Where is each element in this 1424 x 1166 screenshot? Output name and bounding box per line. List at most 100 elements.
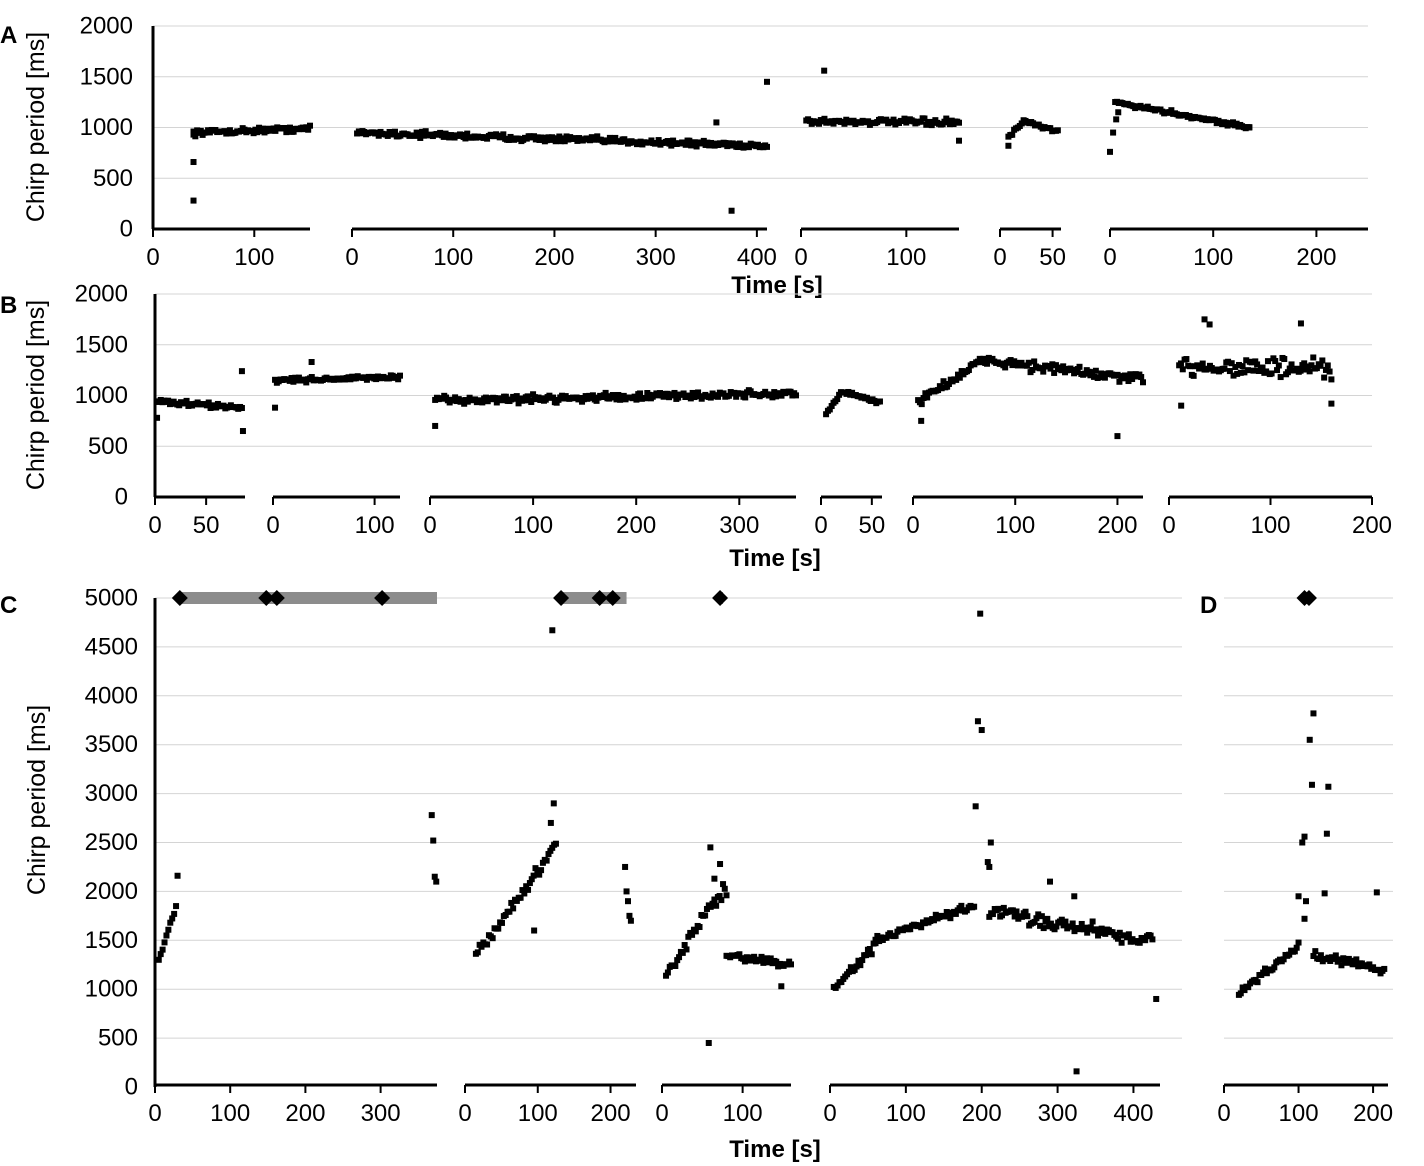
data-point [1116, 378, 1123, 385]
data-point [1241, 369, 1248, 376]
data-point [1024, 913, 1031, 920]
data-point [540, 134, 547, 141]
y-tick-label: 1500 [85, 927, 138, 954]
data-point [547, 819, 554, 826]
x-tick-label: 200 [962, 1100, 1002, 1127]
y-tick-label: 1000 [85, 976, 138, 1003]
panel-label-b: B [0, 292, 17, 319]
data-point [452, 394, 459, 401]
data-point [733, 393, 740, 400]
data-point [876, 938, 883, 945]
data-point [1127, 371, 1134, 378]
data-point [550, 800, 557, 807]
data-point [538, 867, 545, 874]
data-point [593, 397, 600, 404]
data-point [272, 404, 279, 411]
data-point [1286, 365, 1293, 372]
data-point [948, 117, 955, 124]
x-tick-label: 200 [1296, 244, 1336, 271]
data-point [1183, 356, 1190, 363]
data-point [1313, 365, 1320, 372]
data-point [1327, 957, 1334, 964]
data-point [735, 144, 742, 151]
x-tick-label: 100 [995, 512, 1035, 539]
data-point [1087, 372, 1094, 379]
data-point [986, 863, 993, 870]
data-point [587, 137, 594, 144]
data-point [823, 411, 830, 418]
data-point [515, 400, 522, 407]
data-point [1129, 376, 1136, 383]
y-tick-label: 3000 [85, 780, 138, 807]
data-point [238, 368, 245, 375]
data-point [530, 872, 537, 879]
data-point [623, 888, 630, 895]
x-tick-label: 0 [148, 1100, 161, 1127]
data-point [197, 127, 204, 134]
data-point [498, 919, 505, 926]
data-point [1286, 951, 1293, 958]
x-tick-label: 200 [1097, 512, 1137, 539]
x-tick-label: 0 [148, 512, 161, 539]
subplot-b-3: 0 100 200 300 [423, 387, 799, 539]
data-point [863, 952, 870, 959]
data-point [1321, 374, 1328, 381]
data-point [883, 116, 890, 123]
data-point [1098, 925, 1105, 932]
data-point [716, 893, 723, 900]
subplot-b-1: 0 50 [148, 368, 246, 539]
data-point [238, 405, 245, 412]
data-point [213, 404, 220, 411]
data-point [552, 840, 559, 847]
data-point [655, 137, 662, 144]
subplot-a-5: 0 100 200 [1103, 98, 1368, 271]
data-point [1277, 374, 1284, 381]
data-point [1058, 916, 1065, 923]
data-point [254, 129, 261, 136]
y-tick-label: 2000 [75, 281, 128, 308]
data-point [1232, 363, 1239, 370]
x-tick-label: 100 [1279, 1100, 1319, 1127]
data-point [956, 137, 962, 144]
x-tick-label: 0 [993, 244, 1006, 271]
y-tick-label: 2000 [80, 13, 133, 40]
data-point [440, 133, 447, 140]
data-point [764, 78, 770, 85]
data-point [1096, 374, 1103, 381]
data-point [1250, 367, 1257, 374]
data-point [751, 953, 758, 960]
data-point [524, 393, 531, 400]
y-tick-label: 500 [88, 433, 128, 460]
data-point [556, 133, 563, 140]
data-point [1312, 948, 1319, 955]
data-point [1301, 360, 1308, 367]
y-tick-label: 1500 [75, 331, 128, 358]
data-point [845, 968, 852, 975]
data-point [461, 400, 468, 407]
data-point [259, 125, 266, 132]
data-point [1328, 400, 1335, 407]
data-point [918, 924, 925, 931]
data-point [980, 355, 987, 362]
data-point [1299, 839, 1306, 846]
data-point [1047, 878, 1053, 885]
data-point [771, 389, 778, 396]
y-tick-label: 1000 [80, 114, 133, 141]
data-point [171, 910, 178, 917]
data-point [707, 394, 714, 401]
data-point [174, 872, 181, 879]
data-point [281, 124, 288, 131]
x-tick-label: 0 [794, 244, 807, 271]
data-point [987, 839, 994, 846]
data-point [1102, 930, 1109, 937]
data-point [680, 390, 687, 397]
data-point [762, 958, 769, 965]
data-point [703, 905, 710, 912]
data-point [513, 897, 520, 904]
data-point [1291, 948, 1298, 955]
y-tick-label: 2000 [85, 878, 138, 905]
data-point [1340, 955, 1347, 962]
data-point [720, 390, 727, 397]
data-point [176, 402, 183, 409]
